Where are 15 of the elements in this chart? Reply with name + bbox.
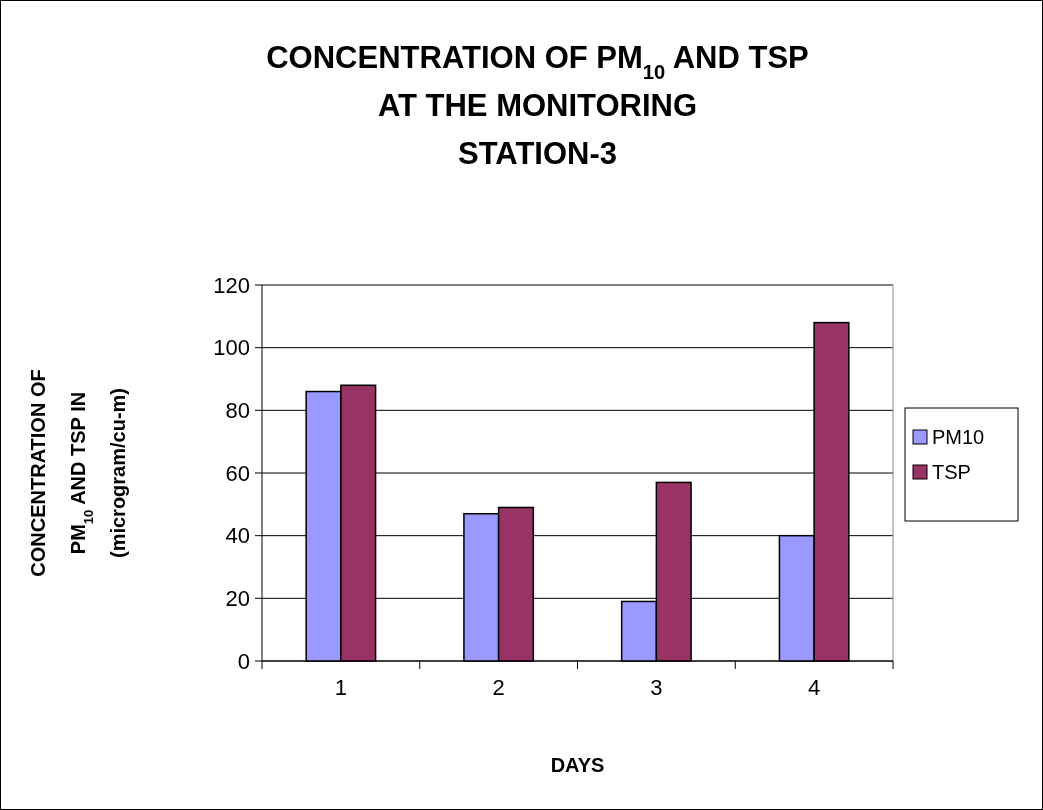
x-tick-label: 1	[334, 675, 347, 700]
x-axis-title: DAYS	[550, 754, 605, 776]
x-tick-label: 3	[650, 675, 663, 700]
chart-title: CONCENTRATION OF PM$_{10}$ AND TSP AT THE MONITORING STATION-3	[266, 40, 809, 171]
y-tick-label: 20	[225, 586, 250, 612]
legend-label: TSP	[932, 461, 971, 483]
legend-label: PM10	[932, 426, 985, 448]
y-tick-label: 40	[225, 523, 250, 549]
y-tick-label: 80	[225, 398, 250, 424]
y-tick-label: 120	[213, 272, 250, 298]
x-tick-label: 2	[492, 675, 505, 700]
y-tick-label: 60	[225, 460, 250, 486]
x-tick-label: 4	[808, 675, 821, 700]
y-tick-label: 100	[213, 335, 250, 361]
y-tick-label: 0	[237, 648, 250, 674]
